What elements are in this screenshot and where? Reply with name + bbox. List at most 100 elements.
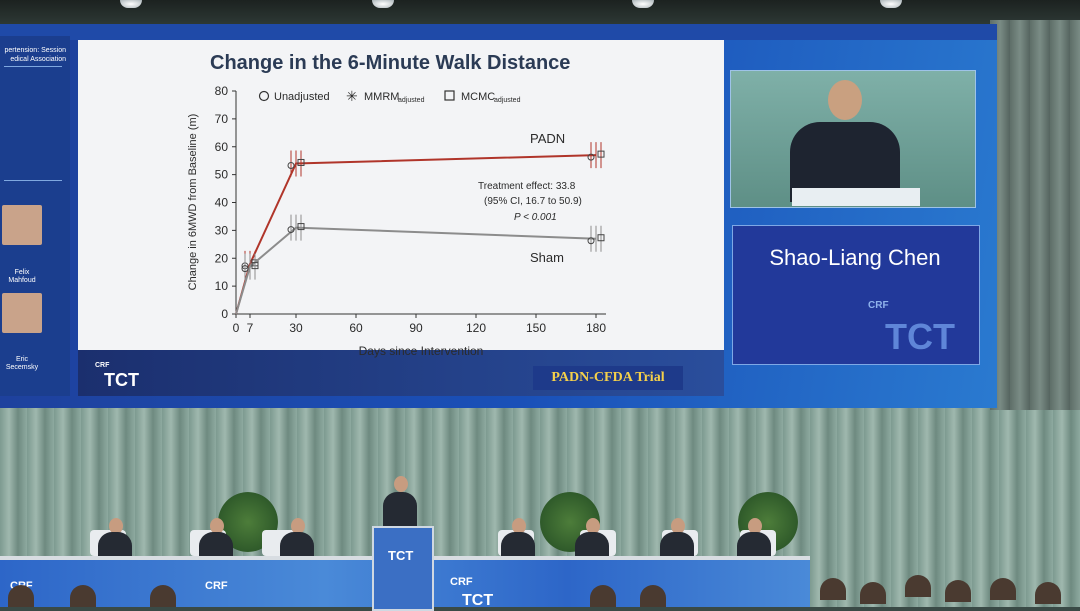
audience-member	[1035, 582, 1061, 604]
x-tick-label: 30	[289, 321, 303, 335]
slide-logo-tct: TCT	[104, 370, 139, 390]
panelist-figure	[737, 532, 771, 560]
slide-logo-crf: CRF	[95, 362, 110, 369]
data-point-padn	[587, 142, 605, 169]
x-tick-label: 150	[526, 321, 546, 335]
panelist-head	[109, 518, 123, 534]
session-text: pertension: Session edical Association	[4, 47, 66, 63]
speaker-figure	[383, 492, 417, 528]
mcmc-point	[597, 234, 605, 242]
presentation-slide	[78, 40, 724, 395]
y-tick-label: 10	[215, 279, 229, 293]
x-tick-label: 0	[233, 321, 240, 335]
y-tick-label: 40	[215, 196, 229, 210]
data-point-sham	[287, 214, 305, 241]
x-tick-label: 7	[247, 321, 254, 335]
podium	[372, 526, 434, 611]
sham-series-label: Sham	[530, 250, 564, 265]
treatment-effect-pvalue: P < 0.001	[514, 212, 557, 223]
unadjusted-marker-icon	[258, 90, 270, 102]
legend-mcmc: MCMC	[461, 91, 495, 103]
panelist-figure	[501, 532, 535, 560]
data-point-sham	[587, 225, 605, 252]
panelist-head	[671, 518, 685, 534]
mcmc-point	[297, 158, 305, 166]
y-tick-label: 70	[215, 112, 229, 126]
mmrm-marker-icon: ✳	[346, 88, 358, 104]
panelist-head	[210, 518, 224, 534]
audience-member	[990, 578, 1016, 600]
x-tick-label: 60	[349, 321, 363, 335]
series-line-padn	[235, 154, 597, 315]
panelist-figure	[660, 532, 694, 560]
stage-light	[632, 0, 654, 8]
speaker-head	[394, 476, 408, 492]
y-tick-label: 60	[215, 140, 229, 154]
side-logo-crf: CRF	[868, 300, 889, 311]
y-tick-label: 30	[215, 223, 229, 237]
audience-member	[820, 578, 846, 600]
mcmc-point	[251, 262, 259, 270]
panel-divider	[4, 180, 62, 181]
mcmc-point	[297, 223, 305, 231]
panelist-figure	[98, 532, 132, 560]
panelist-figure	[280, 532, 314, 560]
audience-member	[860, 582, 886, 604]
banner-logo-tct: TCT	[462, 592, 494, 609]
banner-logo-crf: CRF	[205, 580, 228, 592]
audience-member	[640, 585, 666, 607]
panelist-figure	[575, 532, 609, 560]
series-line-sham	[235, 226, 597, 315]
ceiling	[0, 0, 1080, 26]
data-point-sham	[241, 253, 259, 280]
legend-mcmc-sub: adjusted	[494, 97, 521, 104]
audience-member	[150, 585, 176, 607]
panelist-photo	[2, 293, 42, 333]
x-tick-label: 180	[586, 321, 606, 335]
y-tick-label: 20	[215, 251, 229, 265]
x-tick-label: 120	[466, 321, 486, 335]
audience-member	[945, 580, 971, 602]
screen-top-band	[0, 24, 997, 40]
panel-divider	[4, 66, 62, 67]
stage-light	[120, 0, 142, 8]
panelist-head	[586, 518, 600, 534]
unadjusted-point	[587, 237, 595, 245]
legend-mmrm-sub: adjusted	[398, 97, 425, 104]
side-logo-tct: TCT	[885, 316, 955, 357]
panelist-photo	[2, 205, 42, 245]
trial-label: PADN-CFDA Trial	[533, 366, 683, 390]
unadjusted-point	[587, 153, 595, 161]
y-tick-labels: 0 10 20 30 40 50 60 70 80	[215, 84, 236, 321]
panelist-head	[748, 518, 762, 534]
padn-series-label: PADN	[530, 131, 565, 146]
x-tick-labels: 0 7 30 60 90 120 150 180	[233, 314, 606, 335]
treatment-effect-line1: Treatment effect: 33.8	[478, 181, 576, 192]
panelist-head	[291, 518, 305, 534]
stage-light	[372, 0, 394, 8]
slide-title: Change in the 6-Minute Walk Distance	[210, 52, 571, 74]
unadjusted-point	[287, 226, 295, 234]
panelist-figure	[199, 532, 233, 560]
y-tick-label: 80	[215, 84, 229, 98]
speaker-head	[828, 80, 862, 120]
legend-mmrm: MMRM	[364, 91, 399, 103]
stage-light	[880, 0, 902, 8]
unadjusted-point	[241, 265, 249, 273]
x-tick-label: 90	[409, 321, 423, 335]
panelist-name: Eric Secemsky	[5, 356, 39, 371]
legend-unadjusted: Unadjusted	[274, 91, 330, 103]
speaker-name-panel	[732, 225, 980, 365]
mcmc-marker-icon	[444, 90, 455, 101]
speaker-podium	[792, 188, 920, 206]
side-curtain	[990, 20, 1080, 410]
y-tick-label: 0	[221, 307, 228, 321]
data-point-padn	[287, 150, 305, 177]
chart-series	[235, 142, 605, 315]
panelist-name: Felix Mahfoud	[8, 269, 36, 284]
audience-member	[905, 575, 931, 597]
audience-member	[590, 585, 616, 607]
audience-member	[70, 585, 96, 607]
x-axis-label: Days since Intervention	[359, 344, 484, 358]
y-tick-label: 50	[215, 168, 229, 182]
